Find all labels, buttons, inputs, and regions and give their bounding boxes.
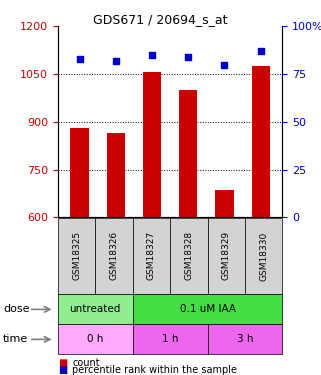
Bar — [143, 72, 161, 217]
Point — [186, 54, 191, 60]
Text: GSM18325: GSM18325 — [72, 231, 81, 280]
Text: untreated: untreated — [70, 304, 121, 314]
Text: GDS671 / 20694_s_at: GDS671 / 20694_s_at — [93, 13, 228, 26]
Bar — [252, 66, 270, 218]
Text: dose: dose — [3, 304, 30, 314]
Text: 3 h: 3 h — [237, 334, 253, 344]
Text: ■: ■ — [58, 358, 67, 368]
Text: ■: ■ — [58, 365, 67, 375]
Text: GSM18328: GSM18328 — [184, 231, 193, 280]
Text: 1 h: 1 h — [162, 334, 178, 344]
Text: GSM18330: GSM18330 — [259, 231, 268, 280]
Bar — [179, 90, 197, 218]
Text: GSM18329: GSM18329 — [222, 231, 231, 280]
Point — [258, 48, 263, 54]
Point — [77, 56, 82, 62]
Point — [222, 62, 227, 68]
Text: GSM18326: GSM18326 — [109, 231, 118, 280]
Bar — [215, 190, 234, 217]
Text: percentile rank within the sample: percentile rank within the sample — [72, 365, 237, 375]
Text: 0.1 uM IAA: 0.1 uM IAA — [179, 304, 236, 314]
Text: 0 h: 0 h — [87, 334, 103, 344]
Bar — [107, 133, 125, 218]
Bar — [71, 128, 89, 217]
Point — [113, 58, 118, 64]
Text: time: time — [3, 334, 29, 344]
Point — [150, 52, 155, 58]
Text: count: count — [72, 358, 100, 368]
Text: GSM18327: GSM18327 — [147, 231, 156, 280]
